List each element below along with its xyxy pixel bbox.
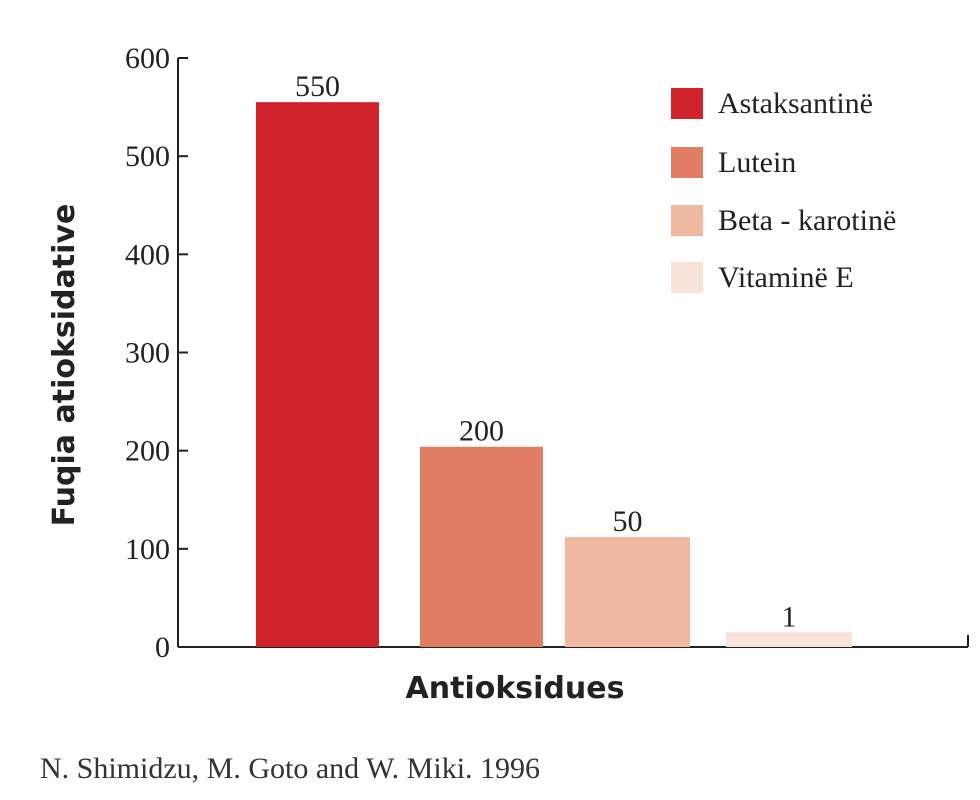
y-tick-label: 400	[125, 238, 170, 271]
legend-swatch	[671, 205, 703, 236]
y-tick-label: 500	[125, 140, 170, 173]
legend-swatch	[671, 147, 703, 178]
bar-2	[420, 446, 543, 647]
bar-3	[565, 537, 690, 647]
data-label: 1	[782, 600, 797, 633]
x-axis-label: Antioksidues	[406, 671, 625, 706]
legend-label: Beta - karotinë	[718, 204, 896, 237]
bar-1	[256, 102, 379, 648]
data-label: 550	[295, 70, 340, 103]
legend-swatch	[671, 88, 703, 119]
source-citation: N. Shimidzu, M. Goto and W. Miki. 1996	[40, 752, 541, 785]
legend-label: Astaksantinë	[718, 87, 873, 120]
y-tick-label: 100	[125, 533, 170, 566]
y-tick-label: 300	[125, 337, 170, 370]
y-tick-label: 200	[125, 435, 170, 468]
legend-swatch	[671, 262, 703, 293]
y-axis-label: Fuqia atioksidative	[47, 204, 82, 527]
data-label: 200	[459, 415, 504, 448]
data-label: 50	[613, 505, 643, 538]
legend-label: Lutein	[718, 146, 796, 179]
legend-label: Vitaminë E	[718, 261, 854, 294]
y-tick-label: 0	[155, 631, 170, 664]
y-tick-label: 600	[125, 42, 170, 75]
bar-4	[726, 632, 852, 647]
